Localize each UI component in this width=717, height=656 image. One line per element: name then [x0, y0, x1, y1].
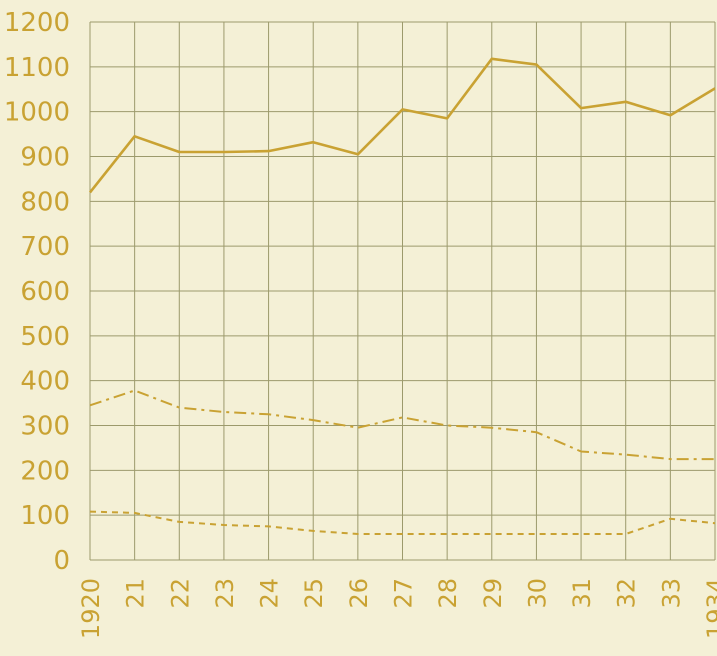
x-tick-label: 21: [122, 578, 150, 609]
x-tick-label: 22: [166, 578, 194, 609]
y-tick-label: 500: [20, 322, 70, 352]
y-tick-label: 0: [53, 546, 70, 576]
x-tick-label: 30: [523, 578, 551, 609]
chart-series: [88, 57, 716, 535]
x-axis-tick-labels: 1920 21 22 23 24 25 26 27 28 29 30 31 32 33 1934: [77, 578, 717, 639]
x-tick-label: 28: [434, 578, 462, 609]
y-tick-label: 100: [20, 501, 70, 531]
series-line-dash-dot: [89, 389, 715, 461]
x-tick-label: 1920: [77, 578, 105, 639]
y-axis-tick-labels: 0 100 200 300 400 500 600 700 800 900 1000 1100 1200: [4, 8, 70, 576]
x-tick-label: 33: [657, 578, 685, 609]
x-tick-label: 31: [568, 578, 596, 609]
y-tick-label: 400: [20, 367, 70, 397]
y-tick-label: 300: [20, 412, 70, 442]
x-tick-label: 23: [211, 578, 239, 609]
x-tick-label: 1934: [702, 578, 717, 639]
y-tick-label: 1000: [4, 98, 70, 128]
y-tick-label: 900: [20, 143, 70, 173]
y-tick-label: 800: [20, 187, 70, 217]
chart-grid: [89, 21, 716, 561]
y-tick-label: 600: [20, 277, 70, 307]
x-tick-label: 29: [479, 578, 507, 609]
x-tick-label: 27: [390, 578, 418, 609]
x-tick-label: 32: [613, 578, 641, 609]
y-tick-label: 1200: [4, 8, 70, 38]
x-tick-label: 24: [256, 578, 284, 609]
series-line-solid: [88, 57, 716, 194]
x-tick-label: 26: [345, 578, 373, 609]
series-line-dashed: [89, 510, 716, 535]
y-tick-label: 1100: [4, 53, 70, 83]
x-tick-label: 25: [300, 578, 328, 609]
y-tick-label: 700: [20, 232, 70, 262]
y-tick-label: 200: [20, 456, 70, 486]
